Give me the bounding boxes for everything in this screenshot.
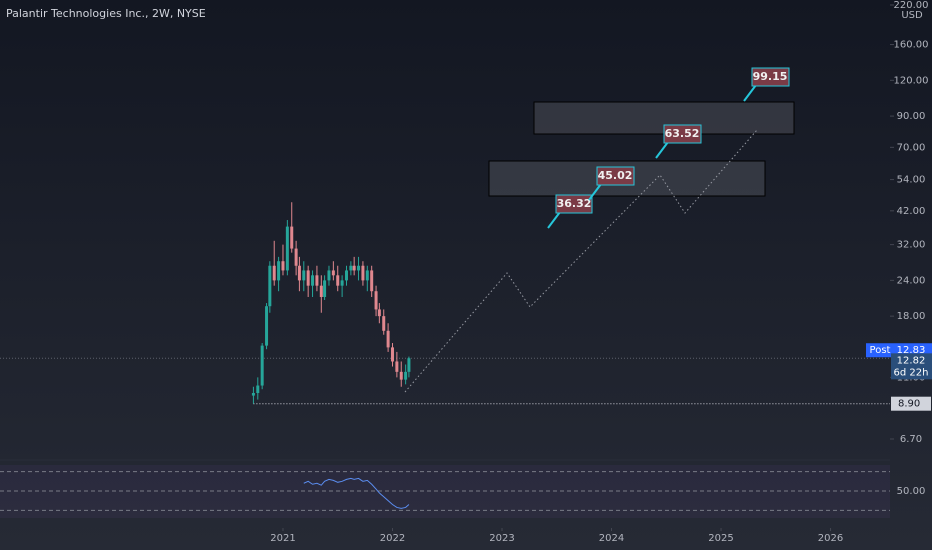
candle-body <box>285 226 289 271</box>
candle-body <box>382 316 386 331</box>
candle-body <box>290 226 294 249</box>
candle-body <box>336 275 340 286</box>
last-price-label: 12.82 <box>897 355 926 366</box>
candle-body <box>260 345 264 386</box>
y-tick-label: 6.70 <box>900 434 922 445</box>
callout: 99.15 <box>743 67 790 102</box>
x-tick-label: 2024 <box>599 533 624 544</box>
y-tick-label: 70.00 <box>897 142 926 153</box>
candle-body <box>311 275 315 286</box>
y-tick-label: 42.00 <box>897 206 926 217</box>
candle-body <box>281 261 285 271</box>
candle-body <box>315 275 319 286</box>
candle-body <box>361 265 365 281</box>
candle-body <box>357 265 361 271</box>
y-tick-label: 18.00 <box>897 311 926 322</box>
x-tick-label: 2021 <box>270 533 295 544</box>
candle-body <box>327 270 331 281</box>
callout-label: 63.52 <box>665 127 700 140</box>
x-tick-label: 2026 <box>818 533 843 544</box>
candle-body <box>407 358 411 372</box>
candle-body <box>374 291 378 310</box>
candle-body <box>297 265 301 281</box>
callout: 36.32 <box>547 194 593 229</box>
currency: USD <box>901 10 923 21</box>
x-tick-label: 2025 <box>708 533 733 544</box>
candle-body <box>294 248 298 266</box>
price-tag <box>891 396 931 411</box>
y-tick-label: 32.00 <box>897 240 926 251</box>
callout-label: 36.32 <box>557 197 592 210</box>
candle-body <box>265 306 269 346</box>
rsi-tick-label: 50.00 <box>897 486 926 497</box>
candle-body <box>251 392 255 396</box>
y-tick-label: 54.00 <box>897 175 926 186</box>
candle-body <box>377 309 381 317</box>
candle-body <box>344 270 348 281</box>
countdown: 6d 22h <box>894 367 929 378</box>
candle-body <box>349 265 353 271</box>
candle-body <box>331 270 335 276</box>
price-tag <box>891 353 932 380</box>
x-tick-label: 2023 <box>489 533 514 544</box>
candle-body <box>340 280 344 286</box>
support-label: 8.90 <box>898 399 920 410</box>
x-tick-label: 2022 <box>380 533 405 544</box>
candle-body <box>323 280 327 297</box>
callout-label: 45.02 <box>598 169 633 182</box>
candle-body <box>395 361 399 372</box>
rsi-line <box>303 477 410 509</box>
y-tick-label: 160.00 <box>894 40 929 51</box>
post-price-label: 12.83 <box>897 345 926 356</box>
callout: 45.02 <box>588 166 635 201</box>
candle-body <box>365 270 369 281</box>
candle-body <box>268 265 272 307</box>
y-tick-label: 90.00 <box>897 111 926 122</box>
candle-body <box>272 265 276 281</box>
callout-label: 99.15 <box>753 70 788 83</box>
y-tick-label: 220.00 <box>894 0 929 11</box>
candle-body <box>399 371 403 380</box>
candle-body <box>306 270 310 286</box>
candle-body <box>277 261 281 281</box>
chart-title: Palantir Technologies Inc., 2W, NYSE <box>6 7 206 20</box>
candle-body <box>390 347 394 362</box>
candle-body <box>302 270 306 281</box>
candle-body <box>352 265 356 271</box>
callout: 63.52 <box>655 124 702 159</box>
y-tick-label: 24.00 <box>897 275 926 286</box>
candle-body <box>386 330 390 348</box>
y-tick-label: 120.00 <box>894 75 929 86</box>
candle-body <box>256 385 260 393</box>
candle-body <box>370 270 374 292</box>
post-label: Post <box>870 345 891 356</box>
candle-body <box>319 285 323 297</box>
candle-body <box>404 371 408 380</box>
